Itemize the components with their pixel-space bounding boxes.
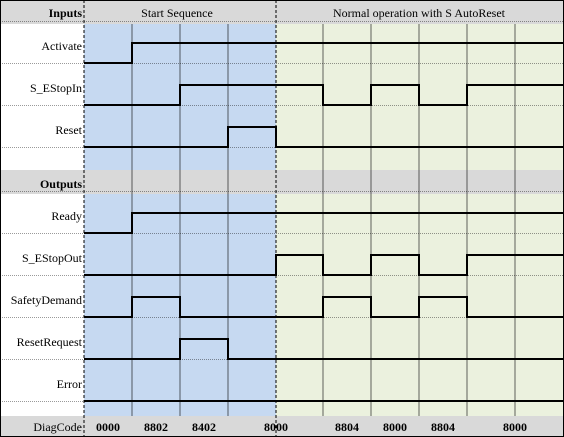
activate-waveform [84, 42, 564, 64]
error-label: Error [57, 377, 82, 391]
diagcode-band [0, 416, 564, 437]
outputs-header: Outputs [40, 177, 82, 191]
activate-label: Activate [41, 39, 82, 53]
normal-operation-shade [276, 0, 564, 437]
s-estopout-waveform [84, 254, 564, 276]
diag-code-value: 8000 [383, 420, 407, 434]
s-estopin-waveform [84, 84, 564, 106]
diag-code-value: 0000 [96, 420, 120, 434]
resetrequest-label: ResetRequest [17, 335, 83, 349]
diag-code-value: 8402 [192, 420, 216, 434]
inputs-header: Inputs [49, 6, 83, 20]
start-sequence-header: Start Sequence [141, 6, 213, 20]
diag-code-value: 8000 [503, 420, 527, 434]
diag-code-value: 8804 [431, 420, 455, 434]
outputs-header-band [0, 170, 564, 194]
resetrequest-waveform [84, 338, 564, 360]
inputs-header-band [0, 0, 564, 24]
diag-code-value: 8000 [264, 420, 288, 434]
diag-code-value: 8802 [144, 420, 168, 434]
ready-label: Ready [51, 209, 82, 223]
diag-code-value: 8804 [335, 420, 359, 434]
signal-labels: Activate S_EStopIn Reset Ready S_EStopOut Saf… [11, 39, 83, 391]
s-estopout-label: S_EStopOut [22, 251, 83, 265]
reset-waveform [84, 126, 564, 148]
normal-operation-header: Normal operation with S AutoReset [333, 6, 506, 20]
reset-label: Reset [55, 123, 82, 137]
diagcode-label: DiagCode [33, 420, 82, 434]
signal-waveforms [84, 42, 564, 402]
diag-code-values: 0000 8802 8402 8000 8804 8000 8804 8000 [96, 420, 527, 434]
safetydemand-waveform [84, 296, 564, 318]
ready-waveform [84, 212, 564, 234]
s-estopin-label: S_EStopIn [30, 81, 82, 95]
safetydemand-label: SafetyDemand [11, 293, 82, 307]
